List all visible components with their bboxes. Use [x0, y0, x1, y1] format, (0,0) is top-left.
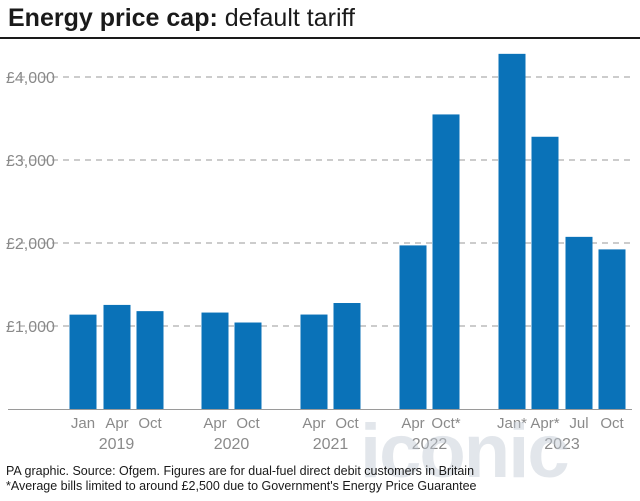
x-tick-label: Apr — [105, 415, 128, 432]
asterisk-note: *Average bills limited to around £2,500 … — [6, 479, 477, 493]
bar — [432, 114, 460, 410]
bar — [300, 314, 328, 409]
year-label: 2023 — [544, 436, 580, 453]
x-tick-label: Apr* — [530, 415, 559, 432]
x-tick-label: Oct — [236, 415, 260, 432]
y-tick-label: £3,000 — [6, 153, 55, 170]
bar — [69, 314, 97, 409]
chart-title: Energy price cap: default tariff — [8, 4, 355, 33]
bar-chart: £1,000 £2,000 £3,000 £4,000 Jan Apr Oct Apr Oct A… — [6, 53, 632, 453]
source-note: PA graphic. Source: Ofgem. Figures are f… — [6, 464, 475, 478]
x-tick-label: Jan — [71, 415, 95, 432]
x-tick-label: Oct — [600, 415, 624, 432]
title-divider — [0, 37, 640, 39]
bar — [201, 312, 229, 409]
x-tick-label: Apr — [302, 415, 325, 432]
bar — [498, 53, 526, 410]
year-label: 2022 — [412, 436, 448, 453]
x-tick-label: Jul — [569, 415, 588, 432]
year-label: 2021 — [313, 436, 349, 453]
bar — [399, 245, 427, 409]
bar — [565, 236, 593, 409]
chart-title-bold: Energy price cap: — [8, 4, 218, 32]
bar — [103, 304, 131, 409]
year-label: 2020 — [214, 436, 250, 453]
y-tick-label: £4,000 — [6, 70, 55, 87]
bar — [598, 249, 626, 409]
y-tick-label: £2,000 — [6, 236, 55, 253]
bar — [333, 303, 361, 409]
bar — [136, 311, 164, 409]
x-tick-label: Jan* — [497, 415, 527, 432]
x-tick-label: Oct — [138, 415, 162, 432]
x-tick-label: Apr — [203, 415, 226, 432]
x-tick-label: Apr — [401, 415, 424, 432]
bar — [234, 322, 262, 409]
x-tick-label: Oct* — [431, 415, 460, 432]
x-tick-label: Oct — [335, 415, 359, 432]
bar — [531, 136, 559, 409]
year-label: 2019 — [99, 436, 135, 453]
y-tick-label: £1,000 — [6, 319, 55, 336]
chart-title-light: default tariff — [224, 4, 355, 32]
